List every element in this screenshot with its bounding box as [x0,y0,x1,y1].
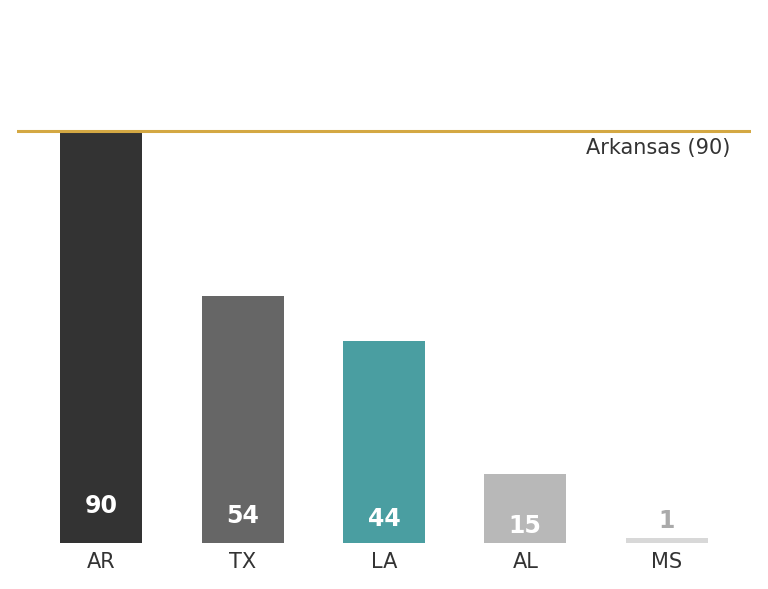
Bar [202,296,283,542]
Bar [343,342,425,542]
Text: 54: 54 [227,504,259,528]
Bar [626,538,707,542]
Text: 90: 90 [85,494,118,518]
Bar [61,131,142,542]
Text: 15: 15 [509,515,541,538]
Text: 44: 44 [368,507,400,531]
Text: 1: 1 [658,509,675,534]
Text: Arkansas (90): Arkansas (90) [586,138,730,158]
Bar [485,474,566,542]
